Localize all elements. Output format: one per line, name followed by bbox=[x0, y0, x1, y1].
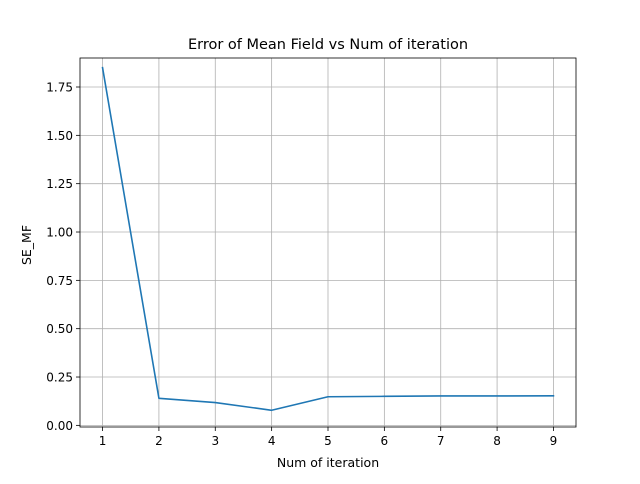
data-point bbox=[270, 409, 272, 411]
data-point bbox=[101, 66, 103, 68]
y-tick-label: 0.00 bbox=[46, 419, 73, 433]
y-tick-label: 0.25 bbox=[46, 371, 73, 385]
y-tick-label: 1.00 bbox=[46, 226, 73, 240]
series-layer bbox=[101, 66, 555, 412]
x-tick-label: 3 bbox=[211, 434, 219, 448]
x-axis-label: Num of iteration bbox=[277, 455, 379, 470]
data-point bbox=[214, 401, 216, 403]
x-tick-label: 7 bbox=[437, 434, 445, 448]
chart-title: Error of Mean Field vs Num of iteration bbox=[188, 37, 468, 53]
y-tick-label: 0.75 bbox=[46, 274, 73, 288]
y-tick-label: 1.25 bbox=[46, 177, 73, 191]
x-tick-label: 4 bbox=[268, 434, 276, 448]
data-point bbox=[327, 396, 329, 398]
data-point bbox=[158, 397, 160, 399]
x-tick-label: 6 bbox=[381, 434, 389, 448]
x-tick-label: 8 bbox=[493, 434, 501, 448]
data-point bbox=[552, 395, 554, 397]
y-tick-label: 1.75 bbox=[46, 81, 73, 95]
series-line bbox=[101, 66, 555, 412]
data-point bbox=[383, 395, 385, 397]
grid-layer bbox=[80, 58, 576, 427]
x-tick-label: 9 bbox=[550, 434, 558, 448]
y-tick-label: 0.50 bbox=[46, 322, 73, 336]
tick-layer: 1 2 3 4 5 6 7 8 9 0.00 0.25 0.50 0.75 1.00 1.25 1.50 1.7… bbox=[46, 81, 557, 448]
data-point bbox=[440, 395, 442, 397]
x-tick-label: 1 bbox=[99, 434, 107, 448]
x-tick-label: 2 bbox=[155, 434, 163, 448]
y-axis-label: SE_MF bbox=[19, 225, 34, 265]
data-point bbox=[496, 395, 498, 397]
y-tick-label: 1.50 bbox=[46, 129, 73, 143]
x-tick-label: 5 bbox=[324, 434, 332, 448]
